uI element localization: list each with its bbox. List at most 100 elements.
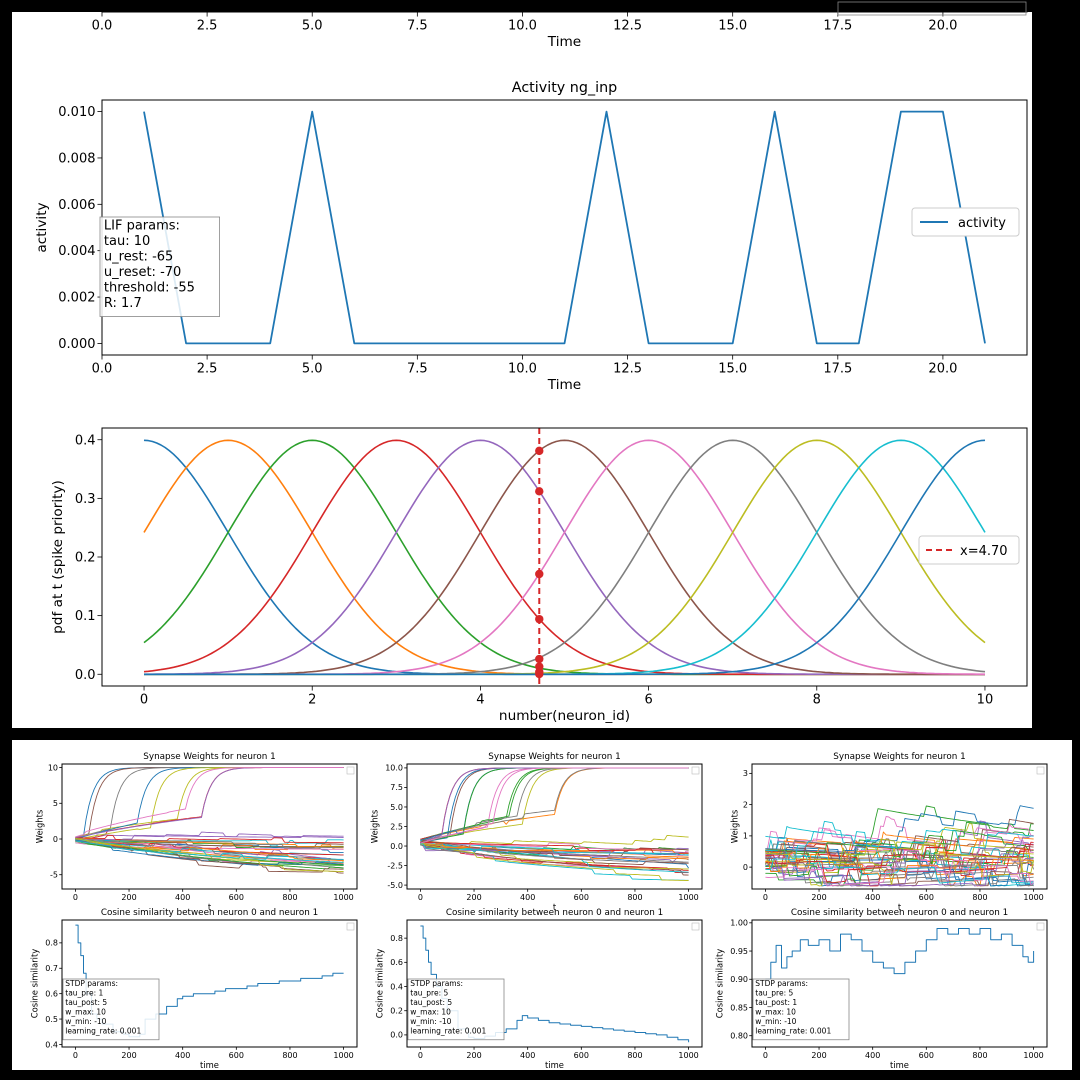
y-tick-label: 0.8 [390, 934, 403, 943]
weight-series [765, 831, 1034, 865]
weight-series [420, 843, 689, 881]
weight-series [420, 843, 689, 856]
chart-title: Activity ng_inp [512, 80, 617, 96]
y-tick-label: 0.008 [58, 152, 95, 167]
y-tick-label: 0.80 [730, 1032, 748, 1041]
y-tick-label: 0.6 [390, 958, 403, 967]
x-tick-label: 1000 [678, 1051, 698, 1060]
y-tick-label: 0 [53, 835, 58, 844]
y-axis-label: Cosine similarity [375, 949, 385, 1018]
params-line: w_min: -10 [65, 1017, 106, 1026]
y-tick-label: 0.010 [58, 105, 95, 120]
x-tick-label: 600 [229, 1051, 244, 1060]
y-tick-label: 0.004 [58, 244, 95, 259]
x-tick-label: 800 [282, 893, 297, 902]
y-tick-label: 2 [743, 800, 748, 809]
params-line: w_max: 10 [755, 1008, 796, 1017]
x-tick-label: 1000 [333, 893, 353, 902]
y-tick-label: 2.5 [390, 822, 403, 831]
weight-series [75, 834, 344, 844]
x-tick-label: 5.0 [302, 362, 323, 377]
x-tick-label: 20.0 [928, 362, 957, 377]
gaussian-curve [143, 439, 985, 676]
y-tick-label: 0.6 [45, 989, 58, 998]
x-tick-label: 800 [627, 1051, 642, 1060]
weight-series [75, 840, 344, 862]
y-tick-label: 3 [743, 769, 748, 778]
weight-series [765, 847, 1034, 884]
legend-box [918, 535, 1020, 565]
y-axis-label: activity [34, 202, 50, 252]
chart-weights-2: Synapse Weights for neuron 1 0 200 400 600 80… [370, 752, 703, 912]
x-tick-label: 0 [73, 893, 78, 902]
chart-title: Synapse Weights for neuron 1 [143, 752, 275, 762]
gaussian-curve [143, 439, 985, 676]
x-tick-label: 17.5 [823, 362, 852, 377]
weight-series [75, 840, 344, 863]
weight-series [75, 840, 344, 873]
axes-frame [751, 763, 1048, 890]
axes-frame [101, 427, 1028, 687]
y-tick-label: 0.006 [58, 198, 95, 213]
x-tick-label: 2.5 [197, 19, 218, 34]
gaussian-curve [143, 439, 985, 676]
params-box [99, 216, 220, 317]
x-tick-label: 200 [121, 893, 136, 902]
weight-series [75, 840, 344, 850]
params-line: learning_rate: 0.001 [410, 1027, 486, 1036]
x-tick-label: 2.5 [197, 362, 218, 377]
params-line: w_min: -10 [410, 1017, 451, 1026]
x-tick-label: 7.5 [407, 362, 428, 377]
x-tick-label: 15.0 [718, 362, 747, 377]
spike-point [535, 487, 544, 496]
legend-box [691, 922, 700, 931]
gaussian-curve [143, 439, 985, 676]
y-tick-label: 0.1 [75, 609, 96, 624]
x-tick-label: 17.5 [823, 19, 852, 34]
x-tick-label: 0 [418, 893, 423, 902]
params-line: u_reset: -70 [104, 265, 181, 280]
y-axis-label: Weights [729, 810, 739, 844]
x-tick-label: 400 [865, 1051, 880, 1060]
params-line: tau_post: 5 [65, 998, 107, 1007]
x-tick-label: 600 [229, 893, 244, 902]
plot-area [75, 767, 344, 874]
y-tick-label: -5.0 [387, 881, 403, 890]
x-tick-label: 600 [919, 1051, 934, 1060]
x-tick-label: 0 [763, 893, 768, 902]
params-line: STDP params: [755, 979, 808, 988]
legend: activity [911, 207, 1020, 237]
weight-series [420, 840, 689, 854]
params-line: tau: 10 [104, 234, 150, 249]
gaussian-curve [144, 439, 986, 676]
x-tick-label: 0.0 [92, 19, 113, 34]
x-tick-label: 800 [972, 893, 987, 902]
axes-frame [406, 763, 703, 890]
spike-point [535, 654, 544, 664]
weight-series [420, 843, 689, 863]
weight-series [765, 835, 1034, 887]
legend: x=4.70 [918, 535, 1020, 565]
weight-series [765, 828, 1034, 871]
y-tick-label: 0.4 [75, 433, 96, 448]
y-tick-label: 0.85 [730, 1003, 748, 1012]
y-tick-label: 5 [53, 799, 58, 808]
y-tick-label: 0.2 [390, 1007, 403, 1016]
axes-frame [61, 763, 358, 890]
y-tick-label: 0.8 [45, 939, 58, 948]
weight-series [420, 767, 689, 843]
x-tick-label: 10.0 [508, 362, 537, 377]
params-line: tau_pre: 5 [410, 989, 448, 998]
weight-series [764, 816, 1034, 859]
x-axis-label: time [890, 1060, 909, 1070]
y-axis-label: pdf at t (spike priority) [50, 480, 66, 634]
chart-title: Cosine similarity between neuron 0 and n… [101, 908, 318, 918]
x-tick-label: 12.5 [613, 19, 642, 34]
x-tick-label: 7.5 [407, 19, 428, 34]
chart-gaussian: 0 2 4 6 8 10 number(neuron_id) 0.0 0.1 0.2 0.3 0.4 p… [50, 427, 1028, 724]
weight-series [420, 767, 689, 844]
params-line: LIF params: [104, 218, 180, 233]
spike-point [535, 446, 544, 456]
y-tick-label: 0.000 [58, 337, 95, 352]
legend-entry: x=4.70 [960, 544, 1008, 559]
